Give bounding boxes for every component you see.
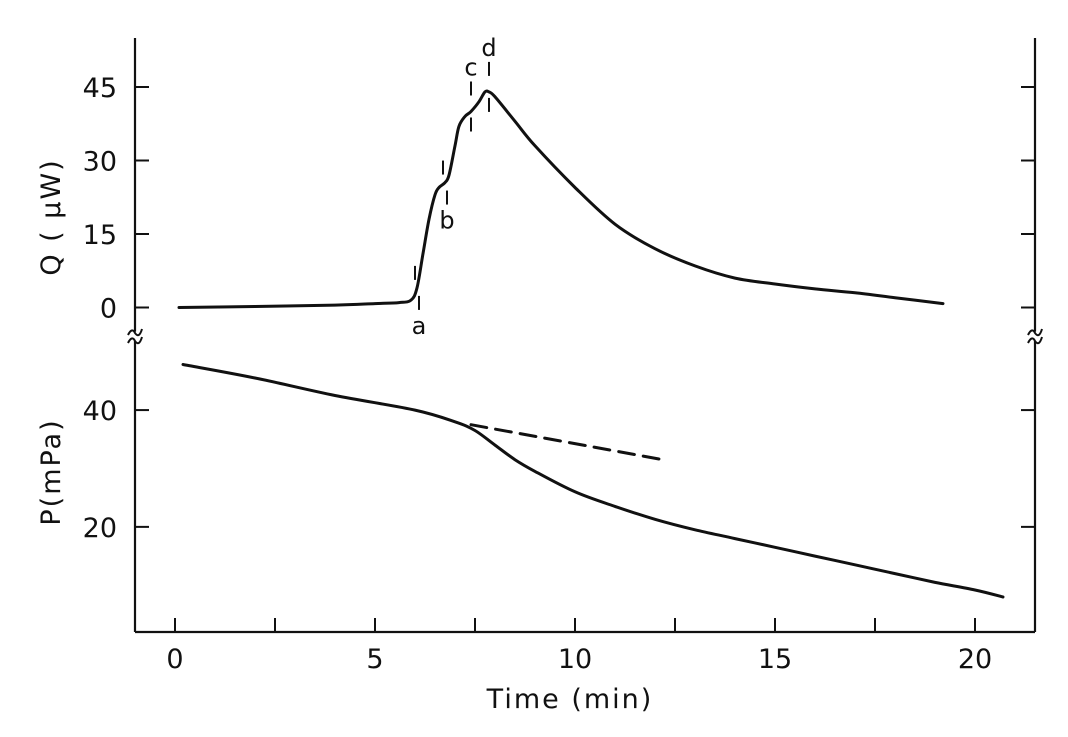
left-axis-break-lower [127,336,143,345]
x-tick-label: 20 [958,644,992,675]
bottom-y-tick-label: 20 [83,513,117,544]
top-y-tick-label: 0 [100,294,117,325]
bottom-y-axis-title: P(mPa) [36,418,67,525]
top-y-tick-label: 30 [83,147,117,178]
right-axis-break-upper [1027,328,1043,337]
x-tick-label: 0 [166,644,183,675]
annotation-label-c: c [464,54,477,82]
x-tick-label: 10 [558,644,592,675]
x-tick-label: 15 [758,644,792,675]
x-tick-label: 5 [366,644,383,675]
curves-layer [177,89,1005,599]
p-extrapolation-dashed-line [469,423,665,462]
top-y-tick-label: 45 [83,73,117,104]
annotation-label-b: b [439,207,454,235]
q-series-line [177,89,945,309]
top-y-axis-title: Q ( μW) [36,158,67,275]
right-axis-break-lower [1027,336,1043,345]
p-series-line [181,363,1005,599]
labels-layer: 0 15 30 45 20 40 0 5 10 15 20 a b cd [83,34,993,675]
annotation-label-d: d [481,34,496,62]
top-y-tick-label: 15 [83,220,117,251]
annotation-label-a: a [412,312,427,340]
axes-layer [127,38,1043,634]
x-axis-title: Time (min) [486,684,654,715]
left-axis-break-upper [127,328,143,337]
bottom-y-tick-label: 40 [83,396,117,427]
